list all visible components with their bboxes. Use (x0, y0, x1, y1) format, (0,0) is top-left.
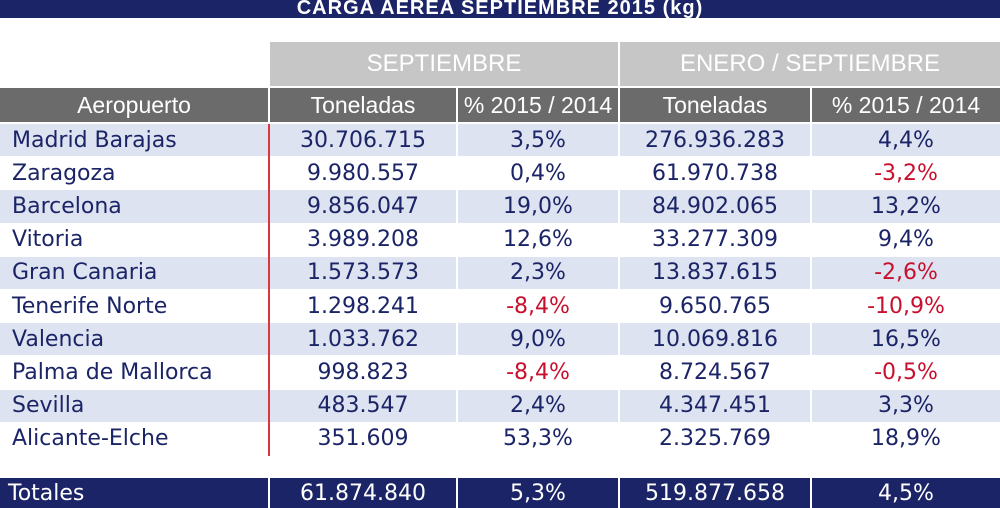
cell: 9,0% (458, 323, 618, 356)
cell: 0,4% (458, 157, 618, 190)
cell: 53,3% (458, 422, 618, 455)
cell: 12,6% (458, 223, 618, 256)
column-header: Toneladas (270, 88, 456, 122)
cell: 2,4% (458, 389, 618, 422)
cell: 10.069.816 (620, 323, 810, 356)
cell: 30.706.715 (270, 124, 456, 157)
cell: 18,9% (812, 422, 1000, 455)
cell: -2,6% (812, 256, 1000, 289)
column-header: % 2015 / 2014 (812, 88, 1000, 122)
airport-name: Palma de Mallorca (0, 356, 268, 389)
cell: 9.856.047 (270, 190, 456, 223)
title: CARGA AÉREA SEPTIEMBRE 2015 (kg) (296, 0, 704, 18)
cell: 483.547 (270, 389, 456, 422)
cell: 84.902.065 (620, 190, 810, 223)
cell: 2.325.769 (620, 422, 810, 455)
group-header: SEPTIEMBRE (270, 42, 618, 86)
airport-name: Vitoria (0, 223, 268, 256)
cell: 4.347.451 (620, 389, 810, 422)
cell: 1.033.762 (270, 323, 456, 356)
cell: 998.823 (270, 356, 456, 389)
cell: 13.837.615 (620, 256, 810, 289)
cell: 61.970.738 (620, 157, 810, 190)
cell: 2,3% (458, 256, 618, 289)
cell: 3.989.208 (270, 223, 456, 256)
cell: 9.650.765 (620, 290, 810, 323)
group-header: ENERO / SEPTIEMBRE (620, 42, 1000, 86)
airport-name: Sevilla (0, 389, 268, 422)
airport-name: Barcelona (0, 190, 268, 223)
totals-cell: 4,5% (812, 478, 1000, 508)
totals-cell: 519.877.658 (620, 478, 810, 508)
totals-cell: 61.874.840 (270, 478, 456, 508)
cell: 8.724.567 (620, 356, 810, 389)
cell: 9,4% (812, 223, 1000, 256)
cell: 1.573.573 (270, 256, 456, 289)
totals-cell: 5,3% (458, 478, 618, 508)
cell: 13,2% (812, 190, 1000, 223)
cell: -8,4% (458, 290, 618, 323)
cell: -0,5% (812, 356, 1000, 389)
cell: -8,4% (458, 356, 618, 389)
airport-name: Alicante-Elche (0, 422, 268, 455)
cell: -3,2% (812, 157, 1000, 190)
column-header: Toneladas (620, 88, 810, 122)
airport-name: Madrid Barajas (0, 124, 268, 157)
cell: 3,3% (812, 389, 1000, 422)
cell: -10,9% (812, 290, 1000, 323)
cell: 33.277.309 (620, 223, 810, 256)
airport-name: Zaragoza (0, 157, 268, 190)
cell: 276.936.283 (620, 124, 810, 157)
cell: 4,4% (812, 124, 1000, 157)
airport-name: Tenerife Norte (0, 290, 268, 323)
totals-label: Totales (0, 478, 268, 508)
separator-line (268, 124, 270, 456)
cell: 19,0% (458, 190, 618, 223)
title-bar: CARGA AÉREA SEPTIEMBRE 2015 (kg) (0, 0, 1000, 18)
airport-name: Valencia (0, 323, 268, 356)
cell: 16,5% (812, 323, 1000, 356)
cell: 3,5% (458, 124, 618, 157)
airport-name: Gran Canaria (0, 256, 268, 289)
cell: 9.980.557 (270, 157, 456, 190)
column-header: % 2015 / 2014 (458, 88, 618, 122)
cell: 1.298.241 (270, 290, 456, 323)
cell: 351.609 (270, 422, 456, 455)
column-header: Aeropuerto (0, 88, 268, 122)
